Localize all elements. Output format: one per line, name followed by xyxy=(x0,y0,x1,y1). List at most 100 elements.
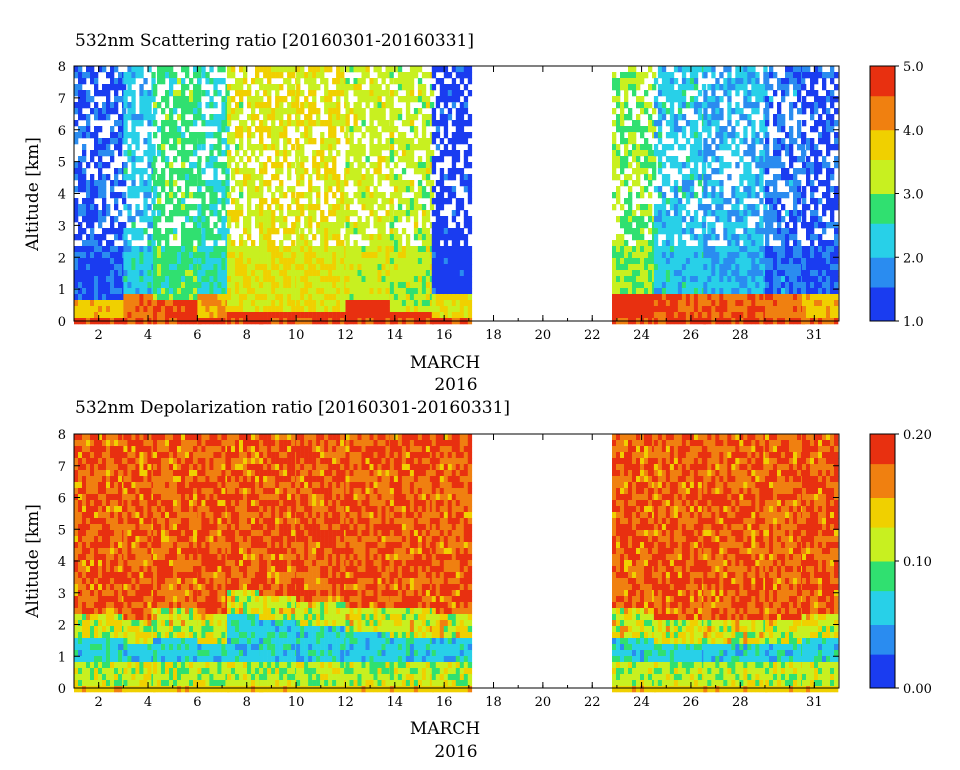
colorbar-step xyxy=(870,265,895,271)
colorbar-step xyxy=(870,278,895,284)
colorbar-step xyxy=(870,240,895,245)
colorbar-step xyxy=(870,172,895,177)
colorbar-step xyxy=(870,510,895,515)
colorbar-step xyxy=(870,134,895,139)
colorbar-step xyxy=(870,312,895,318)
colorbar-step xyxy=(870,176,895,182)
colorbar-step xyxy=(870,649,895,655)
colorbar-step xyxy=(870,206,895,211)
colorbar-step xyxy=(870,539,895,545)
colorbar-step xyxy=(870,569,895,575)
x-tick-label-26: 26 xyxy=(683,328,700,343)
colorbar-step xyxy=(870,476,895,482)
colorbar-step xyxy=(870,219,895,224)
colorbar-tick-label: 2.0 xyxy=(903,251,924,266)
y-tick-label-0: 0 xyxy=(58,682,66,697)
colorbar-2: 0.00 0.10 0.20 xyxy=(869,428,932,697)
x-axis-label-year-1: 2016 xyxy=(434,375,477,395)
x-tick-label-8: 8 xyxy=(243,328,251,343)
data-segment-12 xyxy=(653,434,707,693)
x-tick-label-4: 4 xyxy=(144,328,152,343)
colorbar-step xyxy=(870,628,895,634)
colorbar-step xyxy=(870,125,895,131)
colorbar-step xyxy=(870,679,895,685)
colorbar-step xyxy=(870,501,895,507)
colorbar-tick-label: 1.0 xyxy=(903,315,924,330)
y-tick-label-1: 1 xyxy=(58,650,66,665)
colorbar-step xyxy=(870,163,895,169)
colorbar-step xyxy=(870,594,895,600)
x-tick-label-31: 31 xyxy=(806,695,823,710)
colorbar-step xyxy=(870,253,895,258)
y-tick-label-5: 5 xyxy=(58,523,66,538)
data-segment-5 xyxy=(227,434,264,693)
colorbar-step xyxy=(870,257,895,262)
colorbar-step xyxy=(870,248,895,254)
colorbar-step xyxy=(870,168,895,173)
colorbar-step xyxy=(870,295,895,301)
colorbar-step xyxy=(870,666,895,672)
y-tick-label-8: 8 xyxy=(58,60,66,75)
data-segment-2 xyxy=(123,434,156,693)
colorbar-step xyxy=(870,197,895,203)
colorbar-step xyxy=(870,497,895,503)
colorbar-step xyxy=(870,223,895,228)
colorbar-step xyxy=(870,129,895,135)
colorbar-step xyxy=(870,480,895,486)
y-tick-label-7: 7 xyxy=(58,460,66,475)
x-tick-label-22: 22 xyxy=(584,695,601,710)
colorbar-step xyxy=(870,527,895,532)
colorbar-step xyxy=(870,146,895,152)
data-segment-12 xyxy=(653,66,707,325)
colorbar-step xyxy=(870,548,895,554)
x-tick-label-20: 20 xyxy=(535,695,552,710)
colorbar-step xyxy=(870,244,895,250)
colorbar-step xyxy=(870,573,895,579)
data-segment-3 xyxy=(153,66,202,325)
data-segment-15 xyxy=(802,66,839,325)
colorbar-step xyxy=(870,159,895,165)
colorbar-step xyxy=(870,87,895,92)
chart-title-depolarization: 532nm Depolarization ratio [20160301-201… xyxy=(75,398,510,418)
x-axis-label-month-1: MARCH xyxy=(410,353,480,373)
colorbar-step xyxy=(870,620,895,625)
x-tick-label-10: 10 xyxy=(288,695,305,710)
colorbar-step xyxy=(870,202,895,207)
y-tick-label-4: 4 xyxy=(58,188,66,203)
colorbar-step xyxy=(870,645,895,651)
colorbar-step xyxy=(870,607,895,613)
y-tick-label-6: 6 xyxy=(58,124,66,139)
colorbar-step xyxy=(870,104,895,109)
colorbar-tick-label: 0.00 xyxy=(903,682,932,697)
colorbar-step xyxy=(870,270,895,275)
colorbar-step xyxy=(870,599,895,604)
x-tick-label-16: 16 xyxy=(436,328,453,343)
colorbar-1: 1.0 2.0 3.0 4.0 5.0 xyxy=(869,60,924,330)
data-segment-1 xyxy=(74,434,127,693)
y-axis-label-2: Altitude [km] xyxy=(23,504,43,619)
colorbar-step xyxy=(870,518,895,524)
x-tick-label-16: 16 xyxy=(436,695,453,710)
colorbar-step xyxy=(870,514,895,520)
colorbar-step xyxy=(870,658,895,664)
x-tick-label-18: 18 xyxy=(485,328,502,343)
colorbar-step xyxy=(870,624,895,630)
colorbar-step xyxy=(870,535,895,541)
colorbar-step xyxy=(870,450,895,456)
colorbar-step xyxy=(870,316,895,322)
colorbar-step xyxy=(870,142,895,148)
colorbar-step xyxy=(870,155,895,160)
colorbar-step xyxy=(870,214,895,220)
data-segment-1 xyxy=(74,66,127,325)
colorbar-step xyxy=(870,236,895,241)
colorbar-step xyxy=(870,467,895,473)
colorbar-step xyxy=(870,78,895,84)
colorbar-step xyxy=(870,552,895,558)
colorbar-step xyxy=(870,522,895,528)
colorbar-step xyxy=(870,442,895,448)
colorbar-step xyxy=(870,117,895,122)
x-tick-label-31: 31 xyxy=(806,328,823,343)
data-segment-13 xyxy=(703,434,768,693)
x-tick-label-4: 4 xyxy=(144,695,152,710)
data-segment-6 xyxy=(259,434,300,693)
